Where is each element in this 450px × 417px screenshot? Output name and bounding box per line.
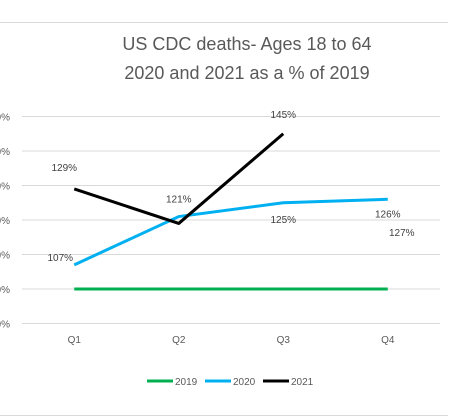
data-label: 121% [166,195,192,206]
legend-label: 2020 [233,377,256,388]
data-label: 125% [270,215,296,226]
chart-border [0,22,448,416]
y-tick-label: 110% [0,251,10,262]
data-label: 127% [389,228,415,239]
chart-title: US CDC deaths- Ages 18 to 64 [122,34,371,54]
x-tick-label: Q1 [68,335,82,346]
y-tick-label: 120% [0,216,10,227]
y-tick-label: 90% [0,320,10,331]
legend-label: 2019 [175,377,198,388]
series-line-2021 [73,132,285,225]
y-tick-label: 130% [0,182,10,193]
y-tick-label: 140% [0,147,10,158]
x-tick-label: Q3 [277,335,291,346]
data-label: 145% [270,110,296,121]
data-label: 107% [47,253,73,264]
x-tick-label: Q2 [172,335,186,346]
legend-label: 2021 [291,377,314,388]
x-tick-label: Q4 [381,335,395,346]
series-line-2020 [73,197,388,267]
data-label: 126% [375,209,401,220]
chart-subtitle: 2020 and 2021 as a % of 2019 [124,63,369,83]
y-tick-label: 150% [0,113,10,124]
data-label: 129% [51,163,77,174]
y-tick-label: 100% [0,285,10,296]
